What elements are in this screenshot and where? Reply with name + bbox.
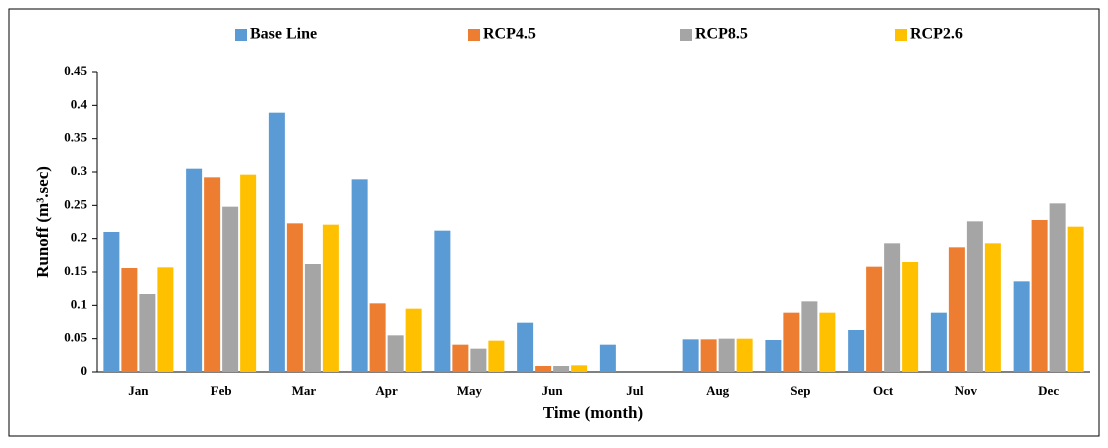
bar (700, 339, 717, 372)
x-tick-label: Mar (292, 383, 317, 398)
y-tick-label: 0 (81, 363, 88, 378)
bar (884, 243, 901, 372)
y-tick-label: 0.1 (71, 296, 87, 311)
bar (470, 348, 487, 372)
bar (139, 294, 156, 372)
bar (186, 168, 203, 372)
bar (801, 301, 818, 372)
bar (517, 322, 534, 372)
bar (204, 177, 221, 372)
bar (351, 179, 368, 372)
bar (848, 330, 865, 372)
bar (222, 206, 239, 372)
x-tick-label: Jul (626, 383, 644, 398)
bar (930, 312, 947, 372)
x-tick-label: Feb (211, 383, 232, 398)
bar (866, 266, 883, 372)
bar (984, 243, 1001, 372)
bar (286, 223, 303, 372)
y-tick-label: 0.2 (71, 230, 87, 245)
legend-label: Base Line (250, 26, 317, 43)
bar (322, 224, 339, 372)
x-tick-label: Jan (128, 383, 149, 398)
legend-swatch (680, 29, 692, 41)
y-tick-label: 0.05 (64, 330, 87, 345)
bar (553, 366, 570, 372)
bar (599, 344, 616, 372)
legend-label: RCP4.5 (483, 26, 536, 43)
bar (1049, 203, 1066, 372)
bar (1013, 281, 1030, 372)
bar (304, 264, 321, 372)
y-axis-title: Runoff (m³.sec) (33, 166, 52, 278)
x-axis-title: Time (month) (543, 403, 643, 422)
bar (966, 221, 983, 372)
bar (902, 262, 919, 372)
x-tick-label: May (457, 383, 483, 398)
bar (571, 365, 588, 372)
x-tick-label: Nov (955, 383, 978, 398)
y-tick-label: 0.25 (64, 196, 87, 211)
x-tick-label: Aug (706, 383, 730, 398)
legend-label: RCP8.5 (695, 26, 748, 43)
bar (765, 340, 782, 372)
bar (387, 335, 404, 372)
bar (268, 112, 285, 373)
bar (121, 268, 138, 372)
bar (718, 338, 735, 372)
x-tick-label: Sep (790, 383, 810, 398)
legend-swatch (895, 29, 907, 41)
x-tick-label: Dec (1038, 383, 1059, 398)
bar (405, 308, 422, 372)
x-tick-label: Jun (542, 383, 564, 398)
x-tick-label: Apr (375, 383, 398, 398)
bar (488, 340, 505, 372)
bar (1031, 220, 1048, 372)
bar (434, 230, 451, 372)
bar (103, 232, 120, 372)
bar (948, 247, 965, 372)
legend-swatch (468, 29, 480, 41)
y-tick-label: 0.35 (64, 130, 87, 145)
bar (819, 312, 836, 372)
y-tick-label: 0.15 (64, 263, 87, 278)
bar (452, 344, 469, 372)
bar (736, 338, 753, 372)
legend-swatch (235, 29, 247, 41)
bar (682, 339, 699, 372)
bar (535, 366, 552, 372)
y-tick-label: 0.3 (71, 163, 88, 178)
bar (783, 312, 800, 372)
legend-label: RCP2.6 (910, 26, 963, 43)
bar (157, 267, 174, 372)
bar (369, 303, 386, 372)
y-tick-label: 0.4 (71, 96, 88, 111)
y-tick-label: 0.45 (64, 63, 87, 78)
x-tick-label: Oct (873, 383, 894, 398)
bar (1067, 226, 1084, 372)
bar (240, 174, 257, 372)
